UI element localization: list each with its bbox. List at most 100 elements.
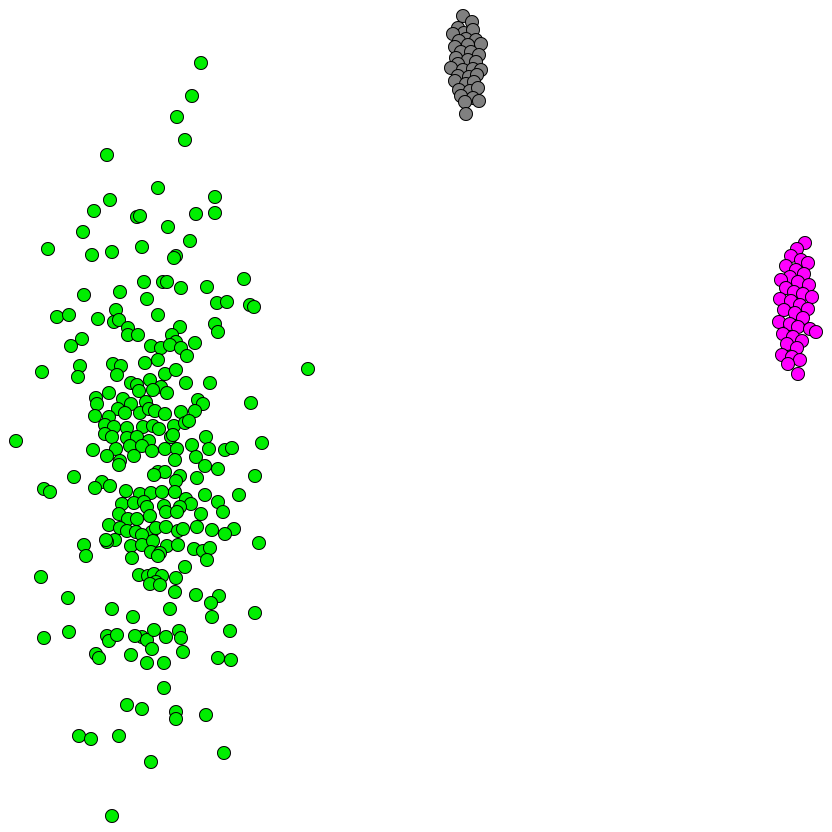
series-1-point-184 — [205, 523, 219, 537]
series-1-point-58 — [180, 349, 194, 363]
series-1-point-153 — [168, 485, 182, 499]
series-1-point-172 — [216, 505, 230, 519]
series-1-point-30 — [77, 288, 91, 302]
series-1-point-28 — [174, 281, 188, 295]
series-1-point-88 — [88, 409, 102, 423]
series-1-point-171 — [194, 507, 208, 521]
series-1-point-129 — [127, 449, 141, 463]
series-3-point-38 — [791, 367, 805, 381]
series-1-point-256 — [112, 729, 126, 743]
series-2-point-35 — [472, 94, 486, 108]
series-1-point-145 — [103, 479, 117, 493]
series-1-point-232 — [128, 629, 142, 643]
series-1-point-258 — [144, 755, 158, 769]
series-1-point-16 — [183, 234, 197, 248]
series-1-point-244 — [157, 656, 171, 670]
series-1-point-195 — [171, 538, 185, 552]
series-1-point-155 — [198, 488, 212, 502]
series-1-point-132 — [168, 453, 182, 467]
series-1-point-25 — [160, 275, 174, 289]
series-1-point-38 — [62, 308, 76, 322]
series-1-point-255 — [84, 732, 98, 746]
series-1-point-9 — [87, 204, 101, 218]
series-1-point-156 — [232, 488, 246, 502]
series-3-point-37 — [781, 357, 795, 371]
series-1-point-247 — [224, 653, 238, 667]
series-1-point-243 — [140, 656, 154, 670]
series-1-point-226 — [62, 625, 76, 639]
series-1-point-253 — [199, 708, 213, 722]
series-1-point-250 — [135, 702, 149, 716]
series-1-point-254 — [72, 729, 86, 743]
series-1-point-223 — [163, 602, 177, 616]
series-1-point-94 — [158, 407, 172, 421]
series-1-point-81 — [90, 397, 104, 411]
series-1-point-234 — [147, 623, 161, 637]
series-1-point-230 — [110, 628, 124, 642]
series-1-point-168 — [143, 509, 157, 523]
series-1-point-117 — [255, 436, 269, 450]
series-2-point-36 — [458, 95, 472, 109]
series-1-point-185 — [218, 527, 232, 541]
series-1-point-199 — [252, 536, 266, 550]
series-1-point-11 — [133, 209, 147, 223]
series-1-point-252 — [169, 712, 183, 726]
series-1-point-182 — [190, 520, 204, 534]
series-2-point-37 — [459, 107, 473, 121]
series-1-point-18 — [85, 248, 99, 262]
series-1-point-76 — [102, 386, 116, 400]
series-1-point-248 — [157, 681, 171, 695]
series-1-point-29 — [200, 280, 214, 294]
series-1-point-6 — [151, 181, 165, 195]
series-1-point-148 — [43, 485, 57, 499]
series-1-point-204 — [151, 549, 165, 563]
series-1-point-119 — [86, 443, 100, 457]
series-1-point-216 — [168, 585, 182, 599]
series-1-point-205 — [200, 553, 214, 567]
series-1-point-116 — [225, 441, 239, 455]
series-1-point-45 — [211, 325, 225, 339]
series-3-point-16 — [805, 290, 819, 304]
series-1-point-113 — [166, 428, 180, 442]
series-1-point-143 — [67, 470, 81, 484]
series-1-point-90 — [118, 406, 132, 420]
series-1-point-56 — [188, 336, 202, 350]
series-1-point-12 — [189, 207, 203, 221]
series-1-point-19 — [105, 245, 119, 259]
series-1 — [9, 56, 315, 823]
series-1-point-20 — [135, 240, 149, 254]
series-1-point-181 — [176, 522, 190, 536]
series-1-point-51 — [75, 332, 89, 346]
series-1-point-146 — [88, 481, 102, 495]
series-1-point-259 — [105, 809, 119, 823]
series-1-point-219 — [204, 596, 218, 610]
series-1-point-26 — [137, 275, 151, 289]
series-1-point-134 — [198, 459, 212, 473]
series-1-point-22 — [167, 251, 181, 265]
series-1-point-114 — [199, 430, 213, 444]
series-1-point-235 — [159, 630, 173, 644]
series-1-point-14 — [161, 220, 175, 234]
series-1-point-23 — [237, 272, 251, 286]
series-1-point-133 — [189, 450, 203, 464]
series-1-point-200 — [79, 549, 93, 563]
series-1-point-59 — [151, 353, 165, 367]
series-1-point-27 — [113, 285, 127, 299]
series-1-point-17 — [41, 242, 55, 256]
series-1-point-79 — [160, 386, 174, 400]
series-2 — [444, 9, 488, 121]
series-1-point-124 — [158, 442, 172, 456]
series-1-point-65 — [35, 365, 49, 379]
series-1-point-138 — [147, 468, 161, 482]
series-1-point-15 — [76, 225, 90, 239]
series-1-point-241 — [124, 648, 138, 662]
series-1-point-227 — [37, 631, 51, 645]
series-1-point-222 — [126, 610, 140, 624]
series-1-point-2 — [185, 89, 199, 103]
series-1-point-5 — [100, 148, 114, 162]
series-1-point-140 — [190, 471, 204, 485]
series-1-point-221 — [105, 602, 119, 616]
series-1-point-215 — [153, 578, 167, 592]
series-1-point-201 — [125, 551, 139, 565]
